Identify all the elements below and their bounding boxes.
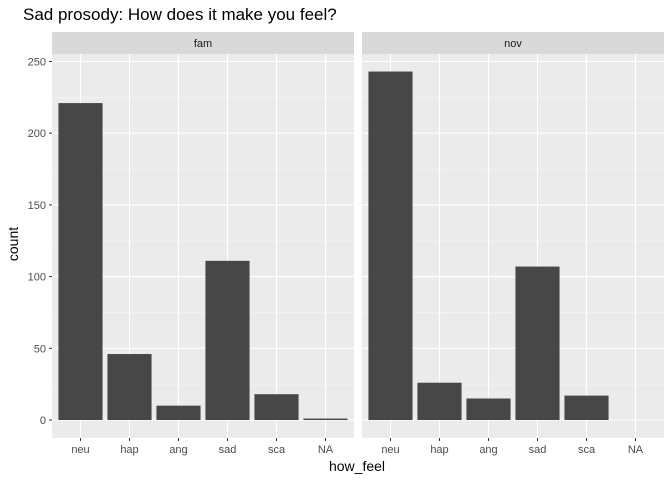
facet-strip bbox=[52, 32, 354, 54]
y-axis: 0 50 100 150 200 250 bbox=[28, 57, 52, 427]
bar-fam-neu bbox=[58, 103, 103, 420]
y-tick-label: 150 bbox=[28, 200, 46, 212]
bar-fam-hap bbox=[107, 354, 152, 420]
x-tick-label: NA bbox=[628, 444, 644, 456]
bar-nov-neu bbox=[368, 71, 413, 421]
x-tick-label: neu bbox=[381, 444, 399, 456]
facet-panel-fam: fam neu hap ang sad sca NA bbox=[52, 32, 354, 456]
facet-panel-nov: nov neu hap ang sad sca NA bbox=[362, 32, 664, 456]
x-tick-label: sca bbox=[268, 444, 286, 456]
x-tick-label: hap bbox=[430, 444, 448, 456]
y-tick-label: 50 bbox=[34, 343, 46, 355]
bar-fam-sad bbox=[205, 260, 250, 420]
y-tick-label: 0 bbox=[40, 415, 46, 427]
x-tick-label: hap bbox=[120, 444, 138, 456]
bar-fam-ang bbox=[156, 405, 201, 420]
facet-strip-label: fam bbox=[194, 38, 212, 50]
chart-title: Sad prosody: How does it make you feel? bbox=[23, 5, 337, 24]
y-axis-title: count bbox=[5, 227, 21, 261]
x-tick-label: ang bbox=[169, 444, 187, 456]
x-tick-label: NA bbox=[318, 444, 334, 456]
y-tick-label: 200 bbox=[28, 128, 46, 140]
bar-nov-hap bbox=[417, 382, 462, 420]
x-axis-title: how_feel bbox=[329, 458, 385, 474]
facet-strip bbox=[362, 32, 664, 54]
x-tick-label: neu bbox=[71, 444, 89, 456]
x-tick-label: ang bbox=[479, 444, 497, 456]
y-tick-label: 250 bbox=[28, 57, 46, 69]
facet-strip-label: nov bbox=[504, 38, 522, 50]
x-tick-label: sad bbox=[529, 444, 547, 456]
bar-nov-sad bbox=[515, 266, 560, 420]
x-tick-label: sca bbox=[578, 444, 596, 456]
bar-nov-sca bbox=[564, 395, 609, 420]
bar-fam-sca bbox=[254, 394, 299, 420]
y-tick-label: 100 bbox=[28, 272, 46, 284]
panels: fam neu hap ang sad sca NA nov neu hap ang sad sca NA bbox=[52, 32, 664, 456]
x-tick-label: sad bbox=[219, 444, 237, 456]
bar-fam-NA bbox=[303, 418, 348, 420]
bar-nov-ang bbox=[466, 398, 511, 420]
